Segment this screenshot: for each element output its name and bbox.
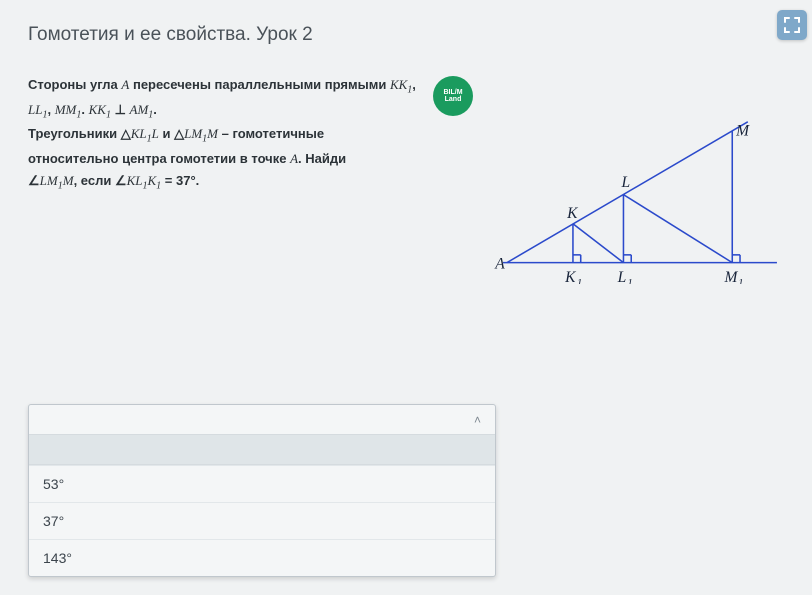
text: ,	[412, 77, 416, 92]
problem-statement: Стороны угла A пересечены параллельными …	[28, 74, 423, 194]
label-L1: L	[617, 269, 627, 284]
var-L: L	[152, 126, 159, 141]
text: и △	[159, 126, 184, 141]
text: Стороны угла	[28, 77, 121, 92]
text: Треугольники △	[28, 126, 131, 141]
text: = 37°.	[161, 173, 199, 188]
text: относительно центра гомотетии в точке	[28, 151, 290, 166]
angle: ∠	[115, 173, 127, 188]
var-LL: LL	[28, 102, 42, 117]
answer-option-37[interactable]: 37°	[29, 502, 495, 539]
text: , если	[74, 173, 115, 188]
main-area: Гомотетия и ее свойства. Урок 2 Стороны …	[0, 0, 812, 595]
badge-line2: Land	[443, 96, 462, 103]
var-M: M	[63, 173, 74, 188]
var-AM: AM	[130, 102, 149, 117]
text: .	[153, 102, 157, 117]
lesson-title: Гомотетия и ее свойства. Урок 2	[28, 24, 789, 46]
var-M: M	[207, 126, 218, 141]
geometry-diagram: A K L M K 1 L 1 M 1	[489, 114, 789, 284]
fullscreen-icon	[784, 17, 800, 33]
var-A: A	[290, 151, 298, 166]
badge-line1: BIL/M	[443, 89, 462, 96]
label-K1-sub: 1	[577, 277, 582, 284]
perp: ⊥	[111, 102, 130, 117]
label-M: M	[735, 122, 750, 139]
text: – гомотетичные	[218, 126, 324, 141]
var-LM: LM	[40, 173, 58, 188]
label-M1-sub: 1	[738, 277, 743, 284]
label-M1: M	[723, 269, 738, 284]
answer-option-53[interactable]: 53°	[29, 465, 495, 502]
label-A: A	[494, 255, 505, 272]
dropdown-toggle[interactable]: ˄	[29, 405, 495, 435]
var-MM: MM	[55, 102, 77, 117]
answer-option-143[interactable]: 143°	[29, 539, 495, 576]
body-row: Стороны угла A пересечены параллельными …	[28, 74, 789, 284]
label-K1: K	[564, 269, 577, 284]
fullscreen-button[interactable]	[777, 10, 807, 40]
label-L: L	[621, 174, 631, 191]
label-L1-sub: 1	[627, 277, 632, 284]
var-KL: KL	[127, 173, 143, 188]
var-KL: KL	[131, 126, 147, 141]
text: . Найди	[298, 151, 346, 166]
var-LM: LM	[184, 126, 202, 141]
content-card: Гомотетия и ее свойства. Урок 2 Стороны …	[0, 0, 812, 595]
text: .	[81, 102, 88, 117]
dropdown-selected-blank[interactable]	[29, 435, 495, 465]
chevron-up-icon: ˄	[474, 413, 481, 427]
answer-dropdown[interactable]: ˄ 53° 37° 143°	[28, 404, 496, 577]
label-K: K	[566, 205, 579, 222]
angle: ∠	[28, 173, 40, 188]
text: ,	[47, 102, 54, 117]
diagram-container: A K L M K 1 L 1 M 1	[483, 74, 789, 284]
text: пересечены параллельными прямыми	[129, 77, 390, 92]
var-KK: KK	[390, 77, 407, 92]
var-KK: KK	[89, 102, 106, 117]
bilim-land-badge: BIL/M Land	[433, 76, 473, 116]
var-K: K	[148, 173, 157, 188]
